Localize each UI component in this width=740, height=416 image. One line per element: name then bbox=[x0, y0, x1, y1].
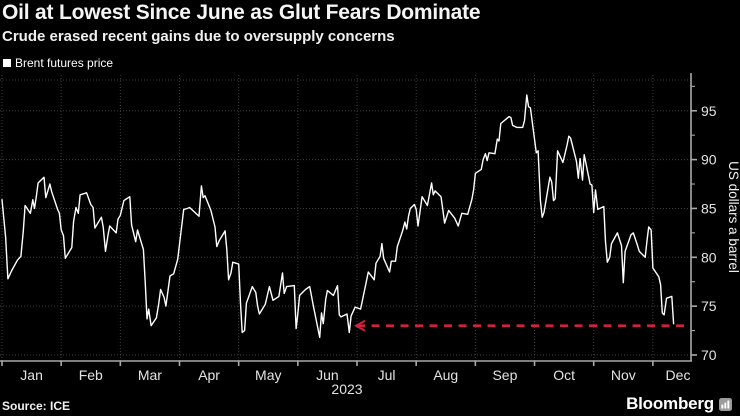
x-tick-label: Mar bbox=[138, 367, 162, 383]
x-tick-label: Jan bbox=[20, 367, 43, 383]
x-tick-label: Apr bbox=[198, 367, 220, 383]
left-arrowhead-icon bbox=[353, 319, 366, 332]
y-tick-label: 85 bbox=[701, 200, 717, 216]
source-credit: Source: ICE bbox=[2, 399, 71, 413]
x-tick-label: Feb bbox=[79, 367, 103, 383]
bloomberg-chart-icon bbox=[719, 397, 732, 411]
y-tick-label: 70 bbox=[701, 347, 717, 363]
bloomberg-wordmark: Bloomberg bbox=[626, 394, 714, 413]
y-tick-label: 95 bbox=[701, 103, 717, 119]
x-tick-label: Dec bbox=[666, 367, 691, 383]
y-axis-title: US dollars a barrel bbox=[726, 161, 740, 273]
legend-swatch-icon bbox=[3, 59, 11, 67]
price-line bbox=[1, 94, 675, 339]
x-tick-label: Oct bbox=[553, 367, 575, 383]
y-tick-label: 90 bbox=[701, 152, 717, 168]
y-tick-label: 75 bbox=[701, 298, 717, 314]
x-tick-label: Nov bbox=[611, 367, 636, 383]
bloomberg-brand: Bloomberg bbox=[626, 394, 732, 414]
x-axis-year-label: 2023 bbox=[331, 381, 362, 397]
x-tick-label: Sep bbox=[492, 367, 517, 383]
legend: Brent futures price bbox=[3, 57, 113, 69]
chart-title: Oil at Lowest Since June as Glut Fears D… bbox=[2, 1, 481, 24]
legend-label: Brent futures price bbox=[15, 56, 114, 70]
x-tick-label: Jul bbox=[378, 367, 396, 383]
chart-subtitle: Crude erased recent gains due to oversup… bbox=[2, 28, 395, 45]
y-tick-label: 80 bbox=[701, 249, 717, 265]
x-tick-label: Aug bbox=[433, 367, 458, 383]
x-tick-label: May bbox=[255, 367, 281, 383]
x-tick-label: Jun bbox=[316, 367, 339, 383]
